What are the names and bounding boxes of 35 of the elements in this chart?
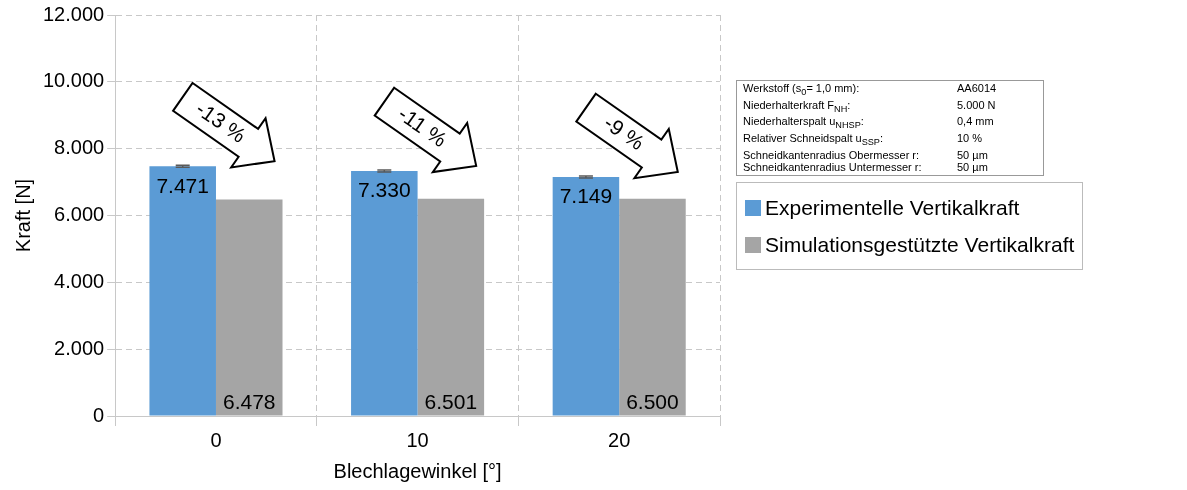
y-tick-label: 6.000 [54, 203, 105, 226]
x-tick-label: 0 [210, 428, 222, 451]
data-label: 7.330 [358, 178, 411, 202]
text: Schneidkantenradius Untermesser r: [743, 161, 923, 174]
data-label: 6.501 [424, 389, 478, 413]
x-tick-label: 20 [608, 428, 631, 451]
text: Niederhalterkraft F$_{NH}$: [743, 98, 852, 116]
annotation: -13 % [192, 96, 251, 147]
data-label: 7.149 [559, 184, 613, 208]
text: 50 µm [957, 148, 989, 162]
data-label: 7.471 [156, 173, 209, 197]
text: Niederhalterspalt u$_{NHSP}$: [743, 115, 865, 133]
y-tick-label: 4.000 [54, 269, 105, 292]
legend-label: Simulationsgestützte Vertikalkraft [764, 231, 1075, 258]
x-axis-title: Blechlagewinkel [°] [333, 459, 502, 482]
x-tick-label: 10 [406, 428, 429, 451]
text: AA6014 [957, 82, 998, 96]
y-tick-label: 10.000 [43, 69, 105, 92]
y-tick-label: 8.000 [54, 136, 105, 159]
annotation: -11 % [394, 101, 452, 152]
y-tick-label: 2.000 [54, 336, 105, 359]
legend-label: Experimentelle Vertikalkraft [764, 194, 1021, 221]
text: Relativer Schneidspalt u$_{SSP}$: [743, 132, 884, 149]
y-axis-title: Kraft [N] [11, 178, 34, 253]
text: 0,4 mm [957, 115, 995, 130]
text: Werkstoff (s$_{0}$= 1,0 mm): [743, 82, 861, 99]
annotation: -9 % [600, 110, 649, 155]
data-label: 6.478 [222, 389, 276, 413]
text: 5.000 N [957, 98, 997, 113]
data-label: 6.500 [626, 389, 679, 413]
text: 10 % [957, 132, 984, 147]
y-tick-label: 0 [93, 403, 105, 426]
y-tick-label: 12.000 [43, 2, 105, 25]
text: Schneidkantenradius Obermesser r: [743, 148, 921, 162]
text: 50 µm [957, 161, 989, 174]
